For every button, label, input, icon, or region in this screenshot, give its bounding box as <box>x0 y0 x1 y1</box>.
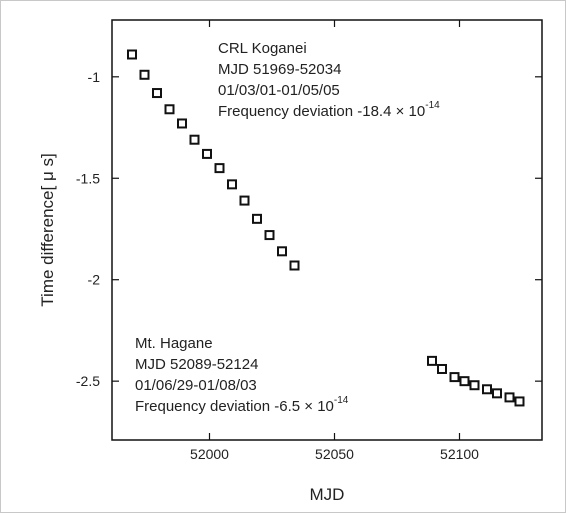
y-tick-label: -1 <box>88 69 101 85</box>
data-point-series-1 <box>252 213 262 224</box>
x-tick-label: 52100 <box>440 446 479 462</box>
annotation-koganei-line-3: 01/03/01-01/05/05 <box>218 82 340 99</box>
x-tick-label: 52000 <box>190 446 229 462</box>
annotation-hagane-line-2: MJD 52089-52124 <box>135 356 258 373</box>
annotation-koganei-freq-exponent: -14 <box>425 100 440 111</box>
data-point-series-2 <box>482 384 492 395</box>
data-point-series-2 <box>437 363 447 374</box>
x-tick-label: 52050 <box>315 446 354 462</box>
annotation-koganei-freq-prefix: Frequency deviation -18.4 <box>218 103 396 120</box>
data-point-series-2 <box>459 376 470 387</box>
data-markers <box>127 49 525 407</box>
data-point-series-1 <box>139 69 150 80</box>
data-point-series-1 <box>289 260 300 271</box>
plot-area <box>111 19 543 441</box>
annotation-hagane-frequency: Frequency deviation -6.5 × 10-14 <box>135 395 349 415</box>
annotation-koganei-line-2: MJD 51969-52034 <box>218 61 341 78</box>
annotation-koganei-frequency: Frequency deviation -18.4 × 10-14 <box>218 100 440 120</box>
data-point-series-1 <box>214 163 225 174</box>
data-point-series-2 <box>469 380 480 391</box>
annotation-koganei-freq-base: 10 <box>404 103 425 120</box>
data-point-series-2 <box>449 372 460 383</box>
annotation-hagane-line-3: 01/06/29-01/08/03 <box>135 377 257 394</box>
annotation-koganei-times-sign: × <box>396 103 405 120</box>
annotation-hagane-line-1: Mt. Hagane <box>135 335 213 352</box>
annotation-hagane-freq-prefix: Frequency deviation -6.5 <box>135 398 304 415</box>
annotation-hagane: Mt. Hagane MJD 52089-52124 01/06/29-01/0… <box>135 335 349 415</box>
y-tick-label: -2 <box>88 272 101 288</box>
data-point-series-1 <box>189 134 200 145</box>
annotation-koganei: CRL Koganei MJD 51969-52034 01/03/01-01/… <box>218 40 440 120</box>
y-axis-title: Time difference[ μ s] <box>38 153 57 306</box>
data-point-series-1 <box>227 179 237 190</box>
y-tick-label: -1.5 <box>76 170 100 186</box>
data-point-series-1 <box>177 118 187 129</box>
data-point-series-1 <box>127 49 137 60</box>
data-point-series-2 <box>427 355 437 366</box>
annotation-koganei-line-1: CRL Koganei <box>218 40 307 57</box>
data-point-series-1 <box>164 104 175 115</box>
data-point-series-1 <box>202 148 212 159</box>
data-point-series-2 <box>492 388 502 399</box>
data-point-series-1 <box>152 88 162 99</box>
annotation-hagane-freq-exponent: -14 <box>334 395 349 406</box>
data-point-series-1 <box>239 195 250 206</box>
data-point-series-2 <box>514 396 525 407</box>
y-tick-label: -2.5 <box>76 373 100 389</box>
data-point-series-1 <box>277 246 287 257</box>
x-axis-title: MJD <box>310 485 345 504</box>
data-point-series-1 <box>264 230 275 241</box>
annotation-hagane-freq-base: 10 <box>313 398 334 415</box>
axis-ticks: 52000 52050 52100 -1 -1.5 -2 -2.5 <box>76 20 542 462</box>
data-point-series-2 <box>504 392 515 403</box>
annotation-hagane-times-sign: × <box>304 398 313 415</box>
